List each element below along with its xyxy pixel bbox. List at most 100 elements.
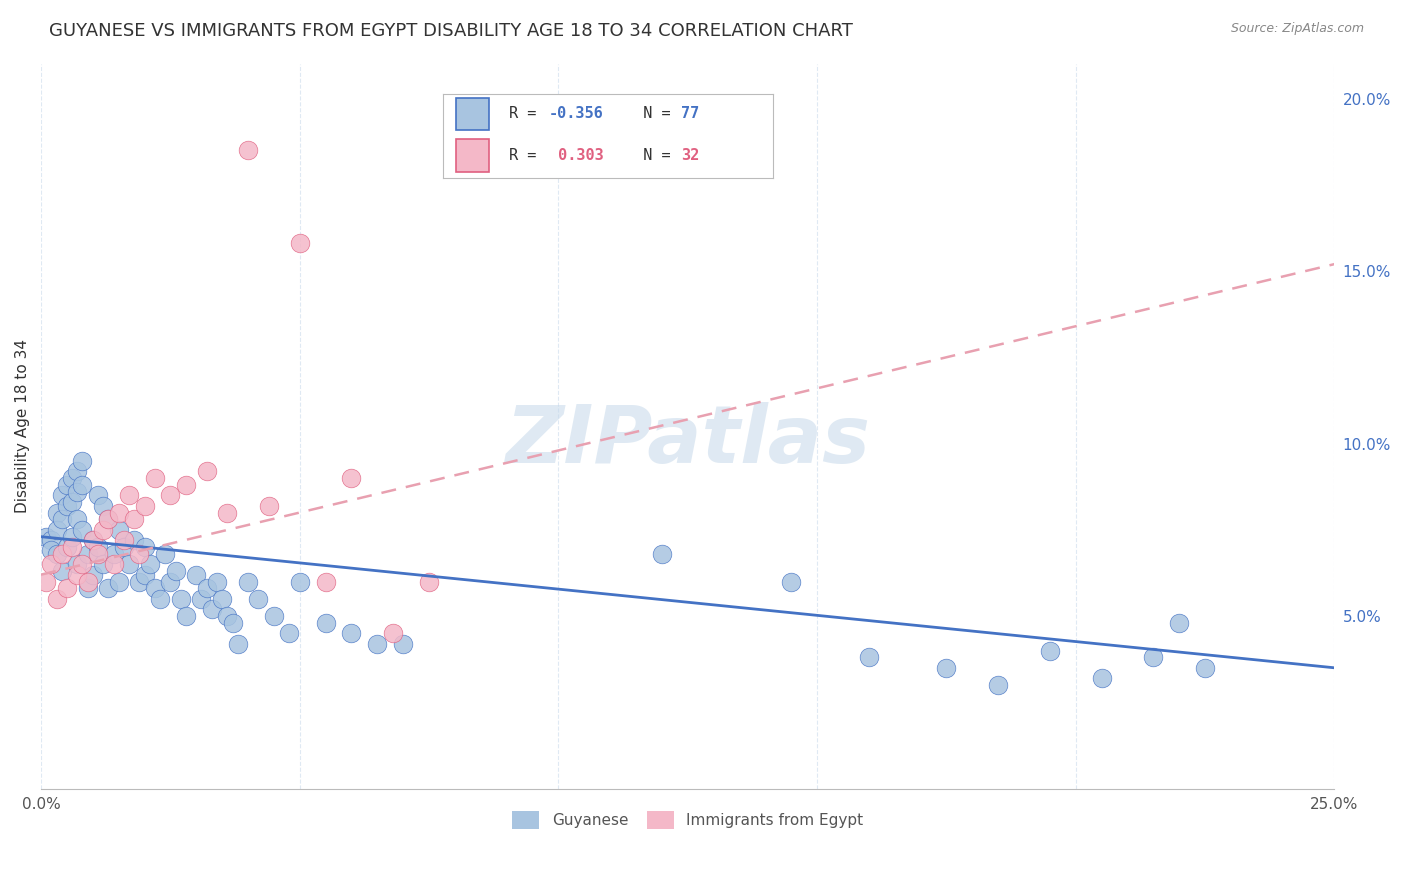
Point	[103, 547, 125, 561]
Point	[149, 591, 172, 606]
Point	[288, 236, 311, 251]
Point	[72, 558, 94, 572]
Point	[76, 582, 98, 596]
Point	[217, 506, 239, 520]
Point	[60, 540, 83, 554]
Point	[76, 574, 98, 589]
Point	[66, 484, 89, 499]
Point	[170, 591, 193, 606]
Text: GUYANESE VS IMMIGRANTS FROM EGYPT DISABILITY AGE 18 TO 34 CORRELATION CHART: GUYANESE VS IMMIGRANTS FROM EGYPT DISABI…	[49, 22, 853, 40]
Point	[82, 533, 104, 548]
Point	[134, 540, 156, 554]
Point	[45, 591, 67, 606]
Point	[1142, 650, 1164, 665]
Point	[366, 637, 388, 651]
Point	[195, 464, 218, 478]
Point	[60, 530, 83, 544]
Point	[97, 582, 120, 596]
Point	[45, 523, 67, 537]
Point	[66, 558, 89, 572]
Point	[76, 547, 98, 561]
Point	[381, 626, 404, 640]
Point	[392, 637, 415, 651]
Point	[56, 499, 79, 513]
Point	[134, 499, 156, 513]
Point	[195, 582, 218, 596]
Point	[190, 591, 212, 606]
Point	[278, 626, 301, 640]
Point	[87, 488, 110, 502]
Point	[72, 478, 94, 492]
Text: N =: N =	[624, 148, 679, 163]
Text: R =: R =	[509, 148, 546, 163]
Point	[143, 582, 166, 596]
Point	[56, 582, 79, 596]
Point	[935, 661, 957, 675]
Point	[211, 591, 233, 606]
Point	[107, 523, 129, 537]
Point	[315, 574, 337, 589]
Text: ZIPatlas: ZIPatlas	[505, 401, 870, 480]
Point	[288, 574, 311, 589]
Point	[35, 574, 58, 589]
Point	[174, 609, 197, 624]
Point	[45, 506, 67, 520]
Point	[1090, 671, 1112, 685]
Point	[186, 567, 208, 582]
Point	[143, 471, 166, 485]
Point	[97, 512, 120, 526]
Point	[128, 547, 150, 561]
Point	[82, 567, 104, 582]
Point	[122, 512, 145, 526]
Point	[226, 637, 249, 651]
Point	[56, 478, 79, 492]
Text: 77: 77	[681, 106, 699, 121]
Point	[1039, 643, 1062, 657]
Point	[155, 547, 177, 561]
Point	[45, 547, 67, 561]
Y-axis label: Disability Age 18 to 34: Disability Age 18 to 34	[15, 339, 30, 513]
Point	[41, 533, 63, 548]
Point	[60, 471, 83, 485]
Text: N =: N =	[624, 106, 679, 121]
Point	[315, 615, 337, 630]
Point	[51, 564, 73, 578]
Point	[91, 558, 114, 572]
Point	[205, 574, 228, 589]
Point	[41, 543, 63, 558]
Text: R =: R =	[509, 106, 546, 121]
Point	[91, 523, 114, 537]
Point	[72, 454, 94, 468]
Point	[236, 574, 259, 589]
Point	[91, 499, 114, 513]
Point	[340, 626, 363, 640]
Text: 32: 32	[681, 148, 699, 163]
Point	[87, 547, 110, 561]
Point	[107, 506, 129, 520]
Point	[340, 471, 363, 485]
Point	[221, 615, 243, 630]
Point	[165, 564, 187, 578]
Point	[66, 567, 89, 582]
Point	[66, 464, 89, 478]
Text: Source: ZipAtlas.com: Source: ZipAtlas.com	[1230, 22, 1364, 36]
Point	[263, 609, 285, 624]
Point	[118, 558, 141, 572]
Point	[134, 567, 156, 582]
Point	[159, 574, 181, 589]
Point	[217, 609, 239, 624]
Point	[82, 533, 104, 548]
Point	[35, 530, 58, 544]
Point	[107, 574, 129, 589]
Point	[66, 512, 89, 526]
Point	[122, 533, 145, 548]
Point	[780, 574, 803, 589]
Point	[51, 547, 73, 561]
Point	[112, 533, 135, 548]
Point	[174, 478, 197, 492]
Point	[651, 547, 673, 561]
Point	[112, 540, 135, 554]
Text: 0.303: 0.303	[548, 148, 603, 163]
Point	[118, 488, 141, 502]
Point	[41, 558, 63, 572]
